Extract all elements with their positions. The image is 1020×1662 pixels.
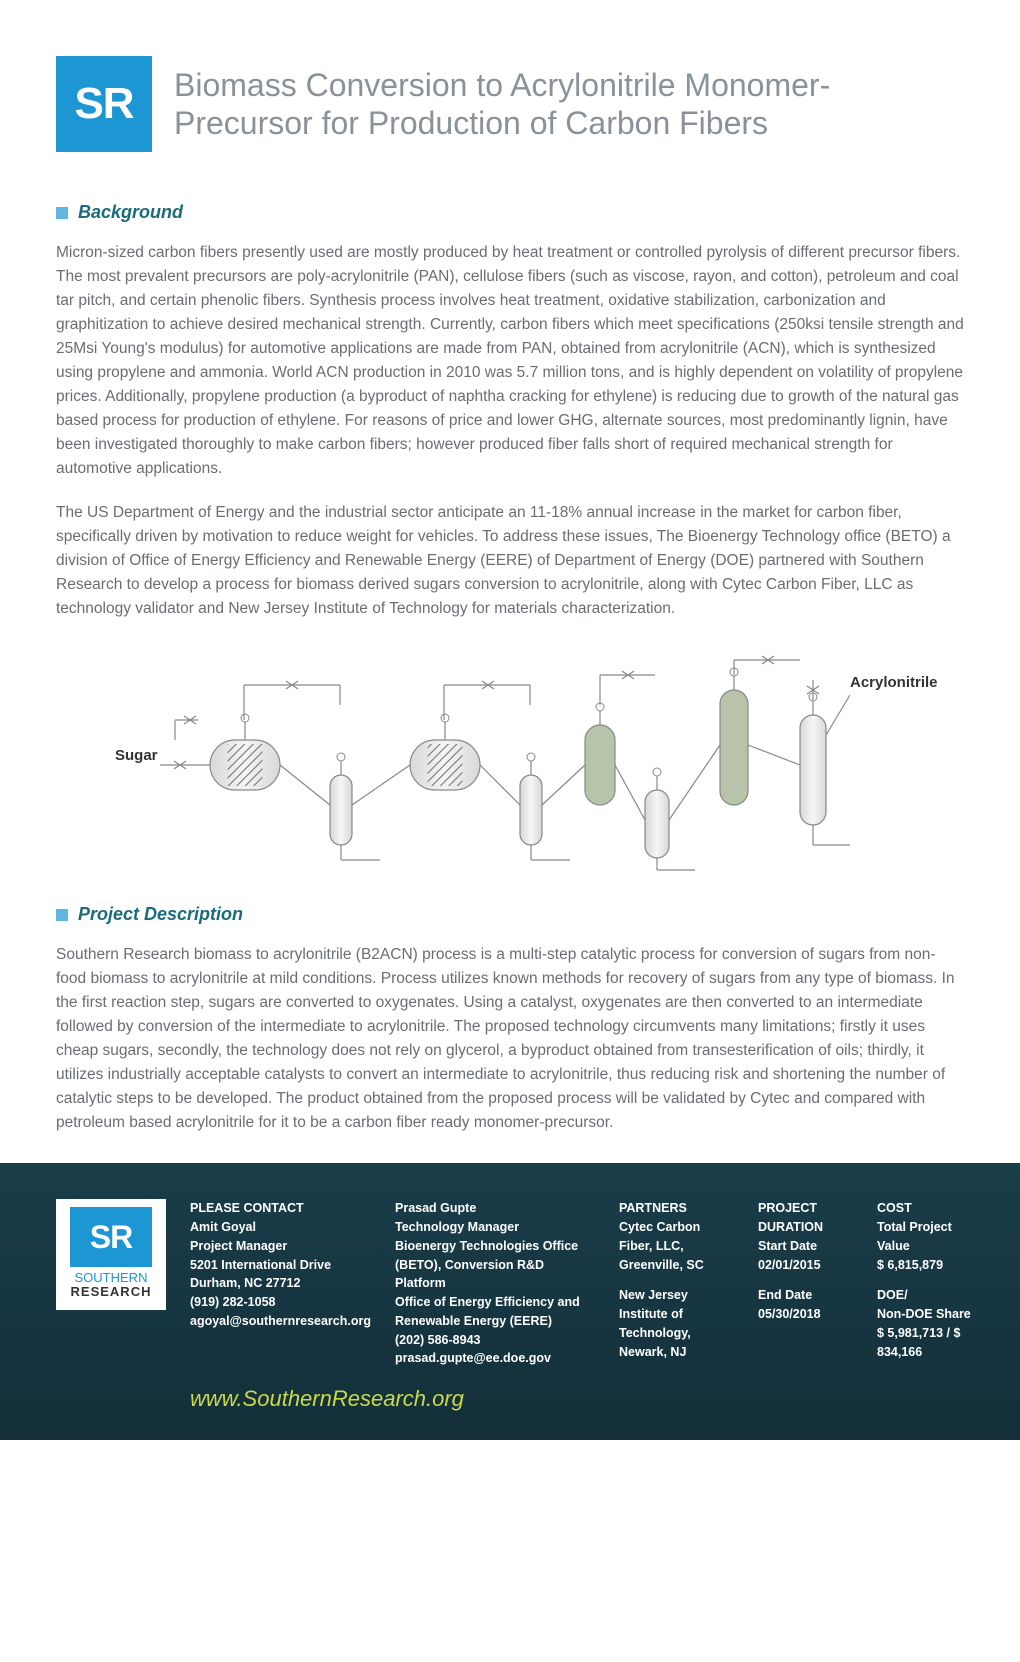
contact-org: Renewable Energy (EERE) — [395, 1312, 595, 1331]
partner-line: Technology, — [619, 1324, 734, 1343]
partners-col: PARTNERS Cytec Carbon Fiber, LLC, Greenv… — [619, 1199, 734, 1361]
background-para-2: The US Department of Energy and the indu… — [56, 501, 964, 621]
contact-email: prasad.gupte@ee.doe.gov — [395, 1349, 595, 1368]
duration-heading: PROJECT DURATION — [758, 1199, 853, 1237]
cost-share-label: DOE/ — [877, 1286, 987, 1305]
section-head-project: Project Description — [56, 904, 964, 925]
partners-heading: PARTNERS — [619, 1199, 734, 1218]
partner-line: Greenville, SC — [619, 1256, 734, 1275]
section-heading: Project Description — [78, 904, 243, 925]
contact-col-1: PLEASE CONTACT Amit Goyal Project Manage… — [190, 1199, 371, 1330]
contact-email: agoyal@southernresearch.org — [190, 1312, 371, 1331]
svg-text:Sugar: Sugar — [115, 747, 158, 764]
contact-heading: PLEASE CONTACT — [190, 1199, 371, 1218]
contact-addr: 5201 International Drive — [190, 1256, 371, 1275]
contact-org: Office of Energy Efficiency and — [395, 1293, 595, 1312]
section-head-background: Background — [56, 202, 964, 223]
svg-text:Acrylonitrile: Acrylonitrile — [850, 674, 938, 691]
partner-line: New Jersey — [619, 1286, 734, 1305]
partner-line: Fiber, LLC, — [619, 1237, 734, 1256]
cost-col: COST Total Project Value $ 6,815,879 DOE… — [877, 1199, 987, 1361]
start-date-value: 02/01/2015 — [758, 1256, 853, 1275]
page-title: Biomass Conversion to Acrylonitrile Mono… — [174, 66, 964, 143]
logo-text-southern: SOUTHERN — [56, 1271, 166, 1284]
cost-share-label: Non-DOE Share — [877, 1305, 987, 1324]
process-flow-diagram: Sugar Acrylonitrile — [80, 645, 940, 880]
partner-line: Newark, NJ — [619, 1343, 734, 1362]
cost-total-label: Total Project Value — [877, 1218, 987, 1256]
footer-logo: SR SOUTHERN RESEARCH — [56, 1199, 166, 1310]
background-para-1: Micron-sized carbon fibers presently use… — [56, 241, 964, 481]
sr-logo-small: SR — [70, 1207, 152, 1267]
website-url: www.SouthernResearch.org — [190, 1386, 964, 1412]
start-date-label: Start Date — [758, 1237, 853, 1256]
cost-share-value: $ 5,981,713 / $ 834,166 — [877, 1324, 987, 1362]
contact-addr: Durham, NC 27712 — [190, 1274, 371, 1293]
partner-line: Institute of — [619, 1305, 734, 1324]
partner-line: Cytec Carbon — [619, 1218, 734, 1237]
sr-logo: SR — [56, 56, 152, 152]
contact-org: Bioenergy Technologies Office — [395, 1237, 595, 1256]
end-date-label: End Date — [758, 1286, 853, 1305]
section-heading: Background — [78, 202, 183, 223]
contact-name: Prasad Gupte — [395, 1199, 595, 1218]
square-bullet-icon — [56, 909, 68, 921]
contact-name: Amit Goyal — [190, 1218, 371, 1237]
logo-text-research: RESEARCH — [56, 1284, 166, 1300]
header: SR Biomass Conversion to Acrylonitrile M… — [56, 56, 964, 152]
contact-col-2: Prasad Gupte Technology Manager Bioenerg… — [395, 1199, 595, 1368]
square-bullet-icon — [56, 207, 68, 219]
contact-role: Technology Manager — [395, 1218, 595, 1237]
cost-heading: COST — [877, 1199, 987, 1218]
footer: SR SOUTHERN RESEARCH PLEASE CONTACT Amit… — [0, 1163, 1020, 1440]
cost-total-value: $ 6,815,879 — [877, 1256, 987, 1275]
contact-org: (BETO), Conversion R&D Platform — [395, 1256, 595, 1294]
end-date-value: 05/30/2018 — [758, 1305, 853, 1324]
project-para-1: Southern Research biomass to acrylonitri… — [56, 943, 964, 1135]
contact-phone: (202) 586-8943 — [395, 1331, 595, 1350]
contact-role: Project Manager — [190, 1237, 371, 1256]
duration-col: PROJECT DURATION Start Date 02/01/2015 E… — [758, 1199, 853, 1324]
contact-phone: (919) 282-1058 — [190, 1293, 371, 1312]
